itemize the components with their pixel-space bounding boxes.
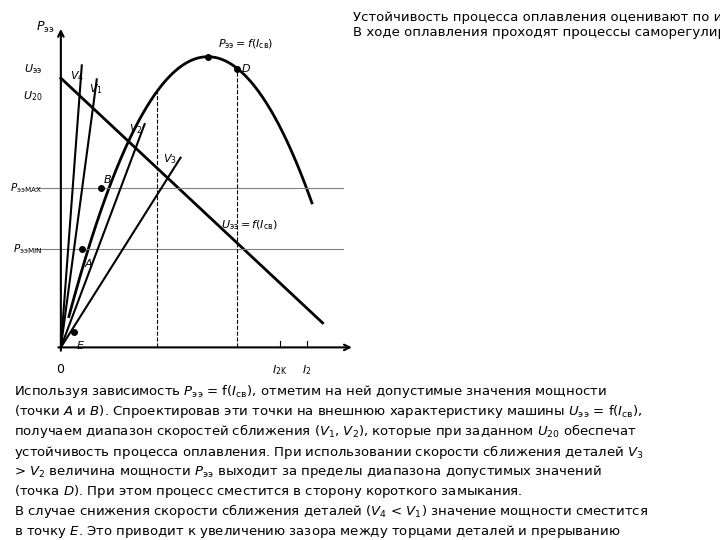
Text: $V_1$: $V_1$ — [89, 82, 102, 96]
Text: Используя зависимость $P_{\rm ээ}$ = f($I_{\rm св}$), отметим на ней допустимые : Используя зависимость $P_{\rm ээ}$ = f($… — [14, 383, 649, 540]
Text: $P_{\rm ээMAX}$: $P_{\rm ээMAX}$ — [10, 181, 42, 195]
Text: B: B — [104, 175, 111, 185]
Text: $I_{\rm 2K}$: $I_{\rm 2K}$ — [272, 363, 287, 376]
Text: $U_{\rm ээ}=f(I_{\rm св})$: $U_{\rm ээ}=f(I_{\rm св})$ — [221, 218, 278, 232]
Text: $P_{\rm ээ}$: $P_{\rm ээ}$ — [35, 20, 54, 35]
Text: E: E — [77, 341, 84, 352]
Text: $P_{\rm ээ}=f(I_{\rm св})$: $P_{\rm ээ}=f(I_{\rm св})$ — [218, 37, 274, 51]
Text: $V_3$: $V_3$ — [163, 152, 177, 166]
Text: D: D — [242, 64, 251, 73]
Text: A: A — [85, 259, 92, 269]
Text: $U_{\rm ээ}$: $U_{\rm ээ}$ — [24, 62, 42, 76]
Text: $V_2$: $V_2$ — [129, 122, 143, 136]
Text: $0$: $0$ — [56, 363, 66, 376]
Text: $U_{\rm 20}$: $U_{\rm 20}$ — [23, 90, 42, 103]
Text: $P_{\rm ээMIN}$: $P_{\rm ээMIN}$ — [13, 242, 42, 256]
Text: $I_{\rm 2}$: $I_{\rm 2}$ — [302, 363, 311, 376]
Text: Устойчивость процесса оплавления оценивают по изменению электрических параметров: Устойчивость процесса оплавления оценива… — [353, 11, 720, 39]
Text: $V_4$: $V_4$ — [70, 70, 84, 83]
